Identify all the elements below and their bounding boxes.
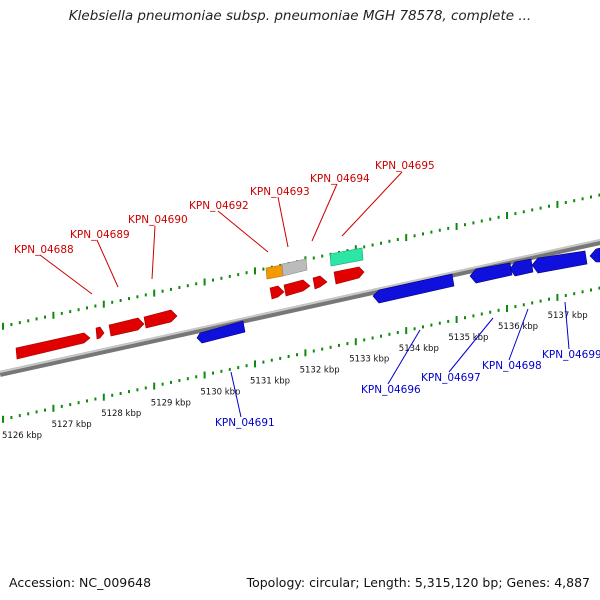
gene-KPN_04697[interactable] (469, 262, 513, 284)
kbp-label: 5134 kbp (399, 344, 439, 354)
kbp-labels: 5126 kbp 5127 kbp 5128 kbp 5129 kbp 5130 kbp… (2, 311, 588, 441)
kbp-label: 5130 kbp (200, 387, 240, 397)
gene-label: KPN_04692 (189, 200, 249, 212)
gene-KPN_04690b[interactable] (143, 309, 178, 329)
map-title: Klebsiella pneumoniae subsp. pneumoniae … (68, 8, 532, 24)
reverse-leader-lines (230, 301, 570, 418)
gene-label: KPN_04688 (14, 244, 74, 256)
kbp-label: 5132 kbp (300, 366, 340, 376)
other-features (265, 247, 364, 280)
kbp-label: 5127 kbp (52, 420, 92, 430)
gene-KPN_04693[interactable] (283, 279, 311, 297)
accession-label: Accession: (9, 575, 76, 590)
gene-label: KPN_04694 (310, 173, 370, 185)
reverse-genes (196, 247, 600, 344)
genome-axis-highlight (0, 239, 600, 373)
gene-label: KPN_04690 (128, 214, 188, 226)
gene-label: KPN_04693 (250, 186, 310, 198)
gene-KPN_04689[interactable] (95, 326, 105, 340)
gene-KPN_04691[interactable] (196, 320, 246, 344)
gene-labels: KPN_04688 KPN_04689 KPN_04690 KPN_04692 … (14, 160, 600, 429)
genome-axis (0, 239, 600, 377)
kbp-label: 5133 kbp (349, 355, 389, 365)
gene-label: KPN_04689 (70, 229, 130, 241)
topology-line: Topology: circular; Length: 5,315,120 bp… (246, 575, 590, 590)
gene-KPN_04699b[interactable] (589, 247, 600, 263)
gene-KPN_04695[interactable] (333, 266, 365, 285)
gene-KPN_04696[interactable] (372, 273, 455, 304)
gene-KPN_04690a[interactable] (108, 317, 145, 337)
topology-value: circular (309, 575, 356, 590)
genes-label: Genes: (506, 575, 551, 590)
feature-green[interactable] (329, 247, 364, 267)
gene-KPN_04694[interactable] (312, 275, 328, 290)
kbp-label: 5136 kbp (498, 322, 538, 332)
genes-value: 4,887 (554, 575, 590, 590)
accession-line: Accession: NC_009648 (9, 575, 151, 590)
topology-label: Topology: (246, 575, 306, 590)
gene-label: KPN_04696 (361, 384, 421, 396)
kbp-label: 5137 kbp (548, 311, 588, 321)
reverse-tick-track (2, 286, 600, 423)
gene-label: KPN_04699 (542, 349, 600, 361)
kbp-label: 5131 kbp (250, 377, 290, 387)
gene-KPN_04699a[interactable] (531, 250, 588, 274)
gene-KPN_04698[interactable] (509, 258, 534, 277)
gene-KPN_04688[interactable] (15, 332, 91, 360)
gene-KPN_04692[interactable] (269, 285, 285, 300)
feature-orange[interactable] (265, 264, 284, 280)
kbp-label: 5135 kbp (448, 333, 488, 343)
kbp-label: 5126 kbp (2, 431, 42, 441)
feature-grey[interactable] (281, 258, 308, 277)
gene-label: KPN_04695 (375, 160, 435, 172)
forward-leader-lines (39, 171, 403, 295)
kbp-label: 5129 kbp (151, 398, 191, 408)
gene-label: KPN_04698 (482, 360, 542, 372)
accession-value: NC_009648 (79, 575, 152, 590)
kbp-label: 5128 kbp (101, 409, 141, 419)
length-value: 5,315,120 bp (414, 575, 499, 590)
length-label: Length: (363, 575, 411, 590)
forward-genes (15, 266, 365, 360)
gene-label: KPN_04697 (421, 372, 481, 384)
gene-label: KPN_04691 (215, 417, 275, 429)
